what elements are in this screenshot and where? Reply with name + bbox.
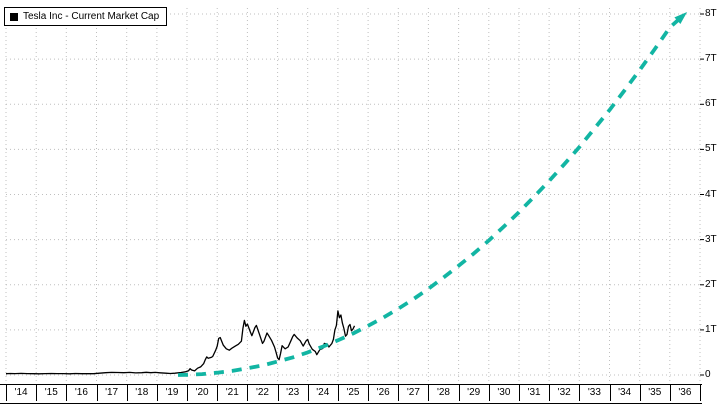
- x-axis-tick: [277, 385, 279, 401]
- x-axis-tick: [609, 385, 611, 401]
- x-tick-label: '17: [105, 387, 119, 398]
- x-tick-label: '14: [14, 387, 28, 398]
- x-tick-label: '32: [557, 387, 571, 398]
- projection-line: [177, 12, 687, 377]
- x-tick-label: '20: [195, 387, 209, 398]
- x-axis-tick: [6, 385, 7, 401]
- x-tick-label: '28: [436, 387, 450, 398]
- x-axis-tick: [398, 385, 400, 401]
- x-axis-tick: [549, 385, 551, 401]
- x-axis-tick: [66, 385, 68, 401]
- x-tick-label: '15: [44, 387, 58, 398]
- legend: Tesla Inc - Current Market Cap: [4, 7, 168, 26]
- x-axis-tick: [458, 385, 460, 401]
- x-axis-tick: [669, 385, 671, 401]
- x-axis-tick: [36, 385, 38, 401]
- x-axis-tick: [428, 385, 430, 401]
- y-tick-label: 3T: [705, 234, 717, 245]
- x-tick-label: '27: [406, 387, 420, 398]
- y-tick-label: 5T: [705, 143, 717, 154]
- x-tick-label: '30: [497, 387, 511, 398]
- x-tick-label: '36: [678, 387, 692, 398]
- x-tick-label: '29: [467, 387, 481, 398]
- x-tick-label: '22: [255, 387, 269, 398]
- x-axis-tick: [96, 385, 98, 401]
- x-tick-label: '33: [587, 387, 601, 398]
- x-tick-label: '23: [286, 387, 300, 398]
- x-tick-label: '34: [618, 387, 632, 398]
- x-axis-tick: [519, 385, 520, 401]
- x-axis-tick: [639, 385, 641, 401]
- x-tick-label: '18: [135, 387, 149, 398]
- x-axis-tick: [368, 385, 370, 401]
- x-axis-tick: [700, 385, 701, 401]
- x-axis-tick: [337, 385, 339, 401]
- x-tick-label: '24: [316, 387, 330, 398]
- x-tick-label: '19: [165, 387, 179, 398]
- x-tick-label: '16: [74, 387, 88, 398]
- x-tick-label: '21: [225, 387, 239, 398]
- history-line: [5, 310, 356, 375]
- x-axis-tick: [307, 385, 309, 401]
- legend-marker-swatch: [10, 12, 18, 21]
- y-tick-label: 8T: [705, 8, 717, 19]
- y-tick-label: 6T: [705, 98, 717, 109]
- x-tick-label: '25: [346, 387, 360, 398]
- x-axis-tick: [488, 385, 490, 401]
- x-tick-label: '35: [648, 387, 662, 398]
- y-tick-label: 4T: [705, 189, 717, 200]
- y-tick-label: 7T: [705, 53, 717, 64]
- y-tick-label: 0: [705, 369, 711, 380]
- x-axis-tick: [217, 385, 219, 401]
- x-axis-strip: '14 '15 '16 '17 '18 '19 '20 '21 '22 '23 '24 '25 '26 '…: [0, 384, 702, 404]
- x-axis-tick: [156, 385, 158, 401]
- legend-label: Tesla Inc - Current Market Cap: [23, 11, 160, 22]
- x-axis-tick: [187, 385, 188, 401]
- y-tick-label: 1T: [705, 324, 717, 335]
- x-tick-label: '26: [376, 387, 390, 398]
- x-axis-tick: [126, 385, 128, 401]
- x-axis-tick: [247, 385, 249, 401]
- x-axis-tick: [579, 385, 581, 401]
- x-tick-label: '31: [527, 387, 541, 398]
- projection-arrowhead: [674, 12, 688, 24]
- y-tick-label: 2T: [705, 279, 717, 290]
